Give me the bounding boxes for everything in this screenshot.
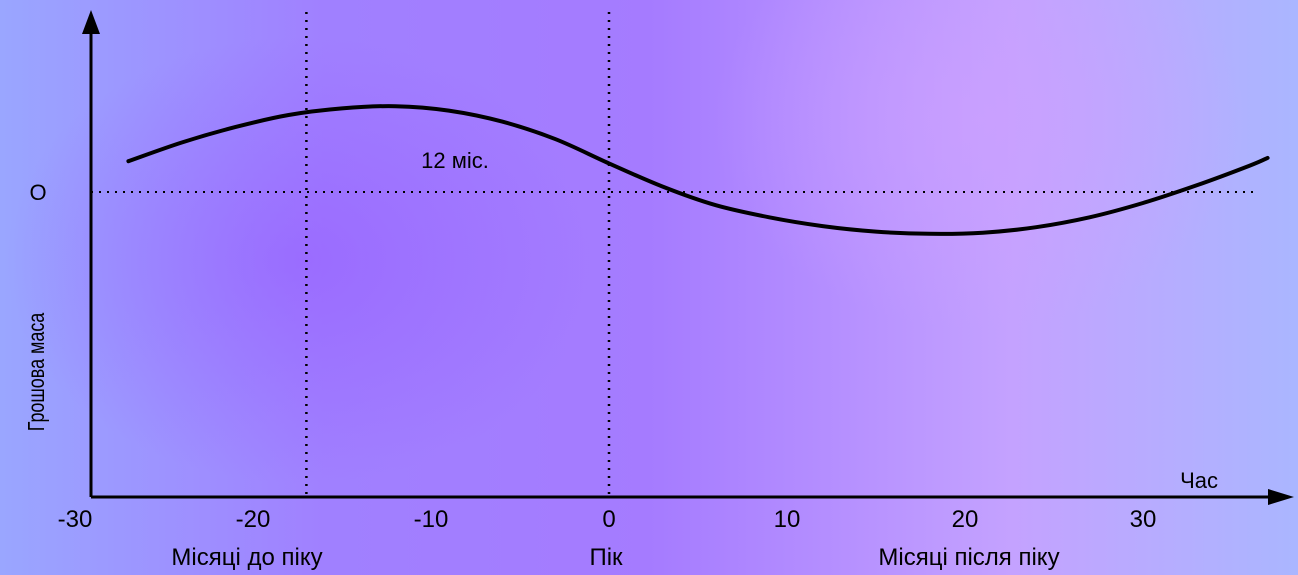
x-tick-label: 20 xyxy=(952,506,979,533)
y-axis-label: Грошова маса xyxy=(24,312,50,431)
x-tick-label: -30 xyxy=(58,506,93,533)
x-tick-label: 10 xyxy=(774,506,801,533)
x-axis-arrow xyxy=(1268,489,1294,505)
x-tick-label: -10 xyxy=(414,506,449,533)
x-tick-labels: -30 -20 -10 0 10 20 30 xyxy=(58,506,1157,533)
region-label-peak: Пік xyxy=(589,544,623,571)
annotation-12-months: 12 міс. xyxy=(421,148,489,173)
region-label-after-peak: Місяці після піку xyxy=(878,544,1059,571)
x-tick-label: 30 xyxy=(1130,506,1157,533)
x-axis-label: Час xyxy=(1180,468,1218,493)
y-axis-arrow xyxy=(82,10,100,34)
series-line xyxy=(126,104,1270,236)
region-label-before-peak: Місяці до піку xyxy=(171,544,322,571)
zero-label: O xyxy=(29,180,46,205)
x-tick-label: -20 xyxy=(236,506,271,533)
x-tick-label: 0 xyxy=(602,506,615,533)
